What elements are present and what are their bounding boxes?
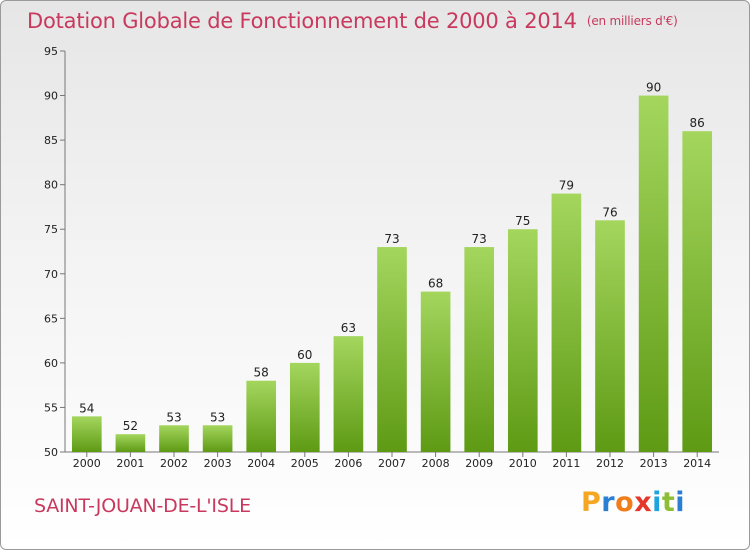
data-label-2001: 52 <box>123 419 138 433</box>
logo-letter: t <box>661 487 676 518</box>
logo-letter: i <box>652 487 662 518</box>
data-label-2005: 60 <box>297 348 312 362</box>
data-label-2003: 53 <box>210 410 225 424</box>
bar-2013 <box>638 95 669 453</box>
x-tick-label-2009: 2009 <box>465 457 493 470</box>
data-label-2013: 90 <box>646 81 661 95</box>
bar-2014 <box>682 131 713 452</box>
x-tick-label-2014: 2014 <box>683 457 711 470</box>
data-label-2008: 68 <box>428 277 443 291</box>
data-label-2004: 58 <box>254 366 269 380</box>
x-tick-label-2012: 2012 <box>596 457 624 470</box>
bar-2010 <box>507 229 538 452</box>
data-label-2006: 63 <box>341 321 356 335</box>
y-tick-label: 70 <box>44 268 58 281</box>
x-tick-label-2008: 2008 <box>422 457 450 470</box>
data-label-2002: 53 <box>166 410 181 424</box>
bar-2002 <box>159 425 189 452</box>
chart-unit: (en milliers d'€) <box>586 14 678 28</box>
bar-2011 <box>551 193 582 453</box>
x-tick-label-2000: 2000 <box>73 457 101 470</box>
y-tick-label: 90 <box>44 90 58 103</box>
chart-title: Dotation Globale de Fonctionnement de 20… <box>27 9 678 33</box>
y-tick-label: 50 <box>44 446 58 459</box>
commune-name: SAINT-JOUAN-DE-L'ISLE <box>34 495 251 517</box>
data-label-2010: 75 <box>515 214 530 228</box>
bar-2008 <box>420 291 451 452</box>
x-tick-label-2003: 2003 <box>204 457 232 470</box>
logo-letter: o <box>615 487 635 518</box>
logo-letter: P <box>581 487 602 518</box>
x-tick-label-2001: 2001 <box>116 457 144 470</box>
x-tick-label-2005: 2005 <box>291 457 319 470</box>
logo-letter: x <box>634 487 653 518</box>
x-tick-label-2013: 2013 <box>640 457 668 470</box>
data-label-2000: 54 <box>79 401 94 415</box>
proxiti-logo: Proxiti <box>581 487 685 518</box>
bar-2001 <box>115 434 146 452</box>
bar-2007 <box>377 247 407 452</box>
data-label-2007: 73 <box>384 232 399 246</box>
x-tick-label-2004: 2004 <box>247 457 275 470</box>
y-tick-label: 55 <box>44 401 58 414</box>
y-tick-label: 75 <box>44 223 58 236</box>
x-tick-label-2007: 2007 <box>378 457 406 470</box>
bar-2005 <box>289 362 320 452</box>
y-tick-label: 80 <box>44 179 58 192</box>
x-tick-label-2010: 2010 <box>509 457 537 470</box>
y-tick-label: 65 <box>44 312 58 325</box>
bar-2009 <box>464 247 495 452</box>
x-tick-label-2002: 2002 <box>160 457 188 470</box>
bar-2012 <box>595 220 625 452</box>
data-label-2012: 76 <box>602 205 617 219</box>
logo-letter: r <box>601 487 616 518</box>
y-tick-label: 60 <box>44 357 58 370</box>
y-tick-label: 95 <box>44 45 58 58</box>
data-label-2009: 73 <box>472 232 487 246</box>
bar-2003 <box>202 425 233 452</box>
bar-2004 <box>246 380 277 452</box>
bar-2006 <box>333 336 364 452</box>
x-tick-label-2011: 2011 <box>552 457 580 470</box>
data-label-2014: 86 <box>690 116 705 130</box>
chart-title-text: Dotation Globale de Fonctionnement de 20… <box>27 9 577 33</box>
x-tick-label-2006: 2006 <box>334 457 362 470</box>
bar-2000 <box>71 416 102 452</box>
logo-letter: i <box>675 487 686 518</box>
data-label-2011: 79 <box>559 179 574 193</box>
y-tick-label: 85 <box>44 134 58 147</box>
